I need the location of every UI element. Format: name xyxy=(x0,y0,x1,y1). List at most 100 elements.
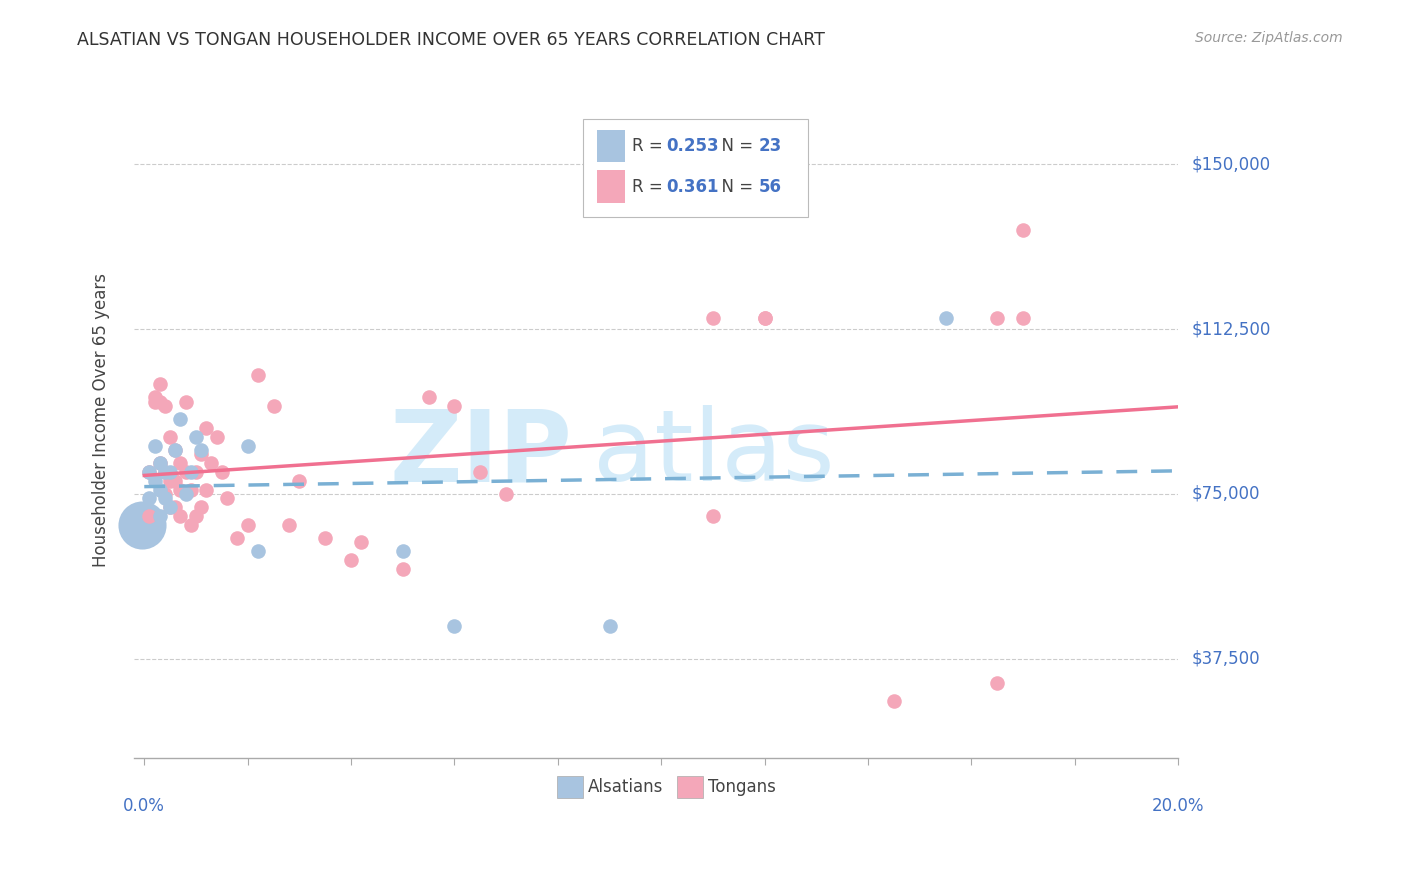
Point xyxy=(702,311,724,326)
Point xyxy=(165,474,187,488)
Point xyxy=(1012,311,1035,326)
Point xyxy=(190,500,212,515)
Point xyxy=(153,487,176,501)
Point xyxy=(247,368,270,383)
Text: 0.253: 0.253 xyxy=(666,137,718,155)
Point xyxy=(263,399,285,413)
Point xyxy=(236,439,259,453)
Point xyxy=(159,474,181,488)
Point xyxy=(986,311,1008,326)
Point xyxy=(143,474,166,488)
Point xyxy=(138,465,160,479)
Point xyxy=(149,394,172,409)
Text: ALSATIAN VS TONGAN HOUSEHOLDER INCOME OVER 65 YEARS CORRELATION CHART: ALSATIAN VS TONGAN HOUSEHOLDER INCOME OV… xyxy=(77,31,825,49)
Point xyxy=(443,619,465,633)
Point xyxy=(149,456,172,470)
Point xyxy=(138,465,160,479)
Point xyxy=(883,693,905,707)
Text: R =: R = xyxy=(633,137,668,155)
Point xyxy=(165,442,187,457)
Point xyxy=(143,439,166,453)
Point xyxy=(247,544,270,558)
Point xyxy=(443,399,465,413)
Point xyxy=(149,483,172,497)
Text: Alsatians: Alsatians xyxy=(588,779,664,797)
Text: Tongans: Tongans xyxy=(709,779,776,797)
Text: N =: N = xyxy=(711,137,759,155)
Point xyxy=(143,394,166,409)
Point xyxy=(153,465,176,479)
Y-axis label: Householder Income Over 65 years: Householder Income Over 65 years xyxy=(93,273,110,566)
Text: R =: R = xyxy=(633,178,668,195)
Point xyxy=(174,465,197,479)
Text: $112,500: $112,500 xyxy=(1192,320,1271,338)
Text: Source: ZipAtlas.com: Source: ZipAtlas.com xyxy=(1195,31,1343,45)
Point xyxy=(169,456,191,470)
Text: 0.0%: 0.0% xyxy=(124,797,166,814)
Point xyxy=(288,474,311,488)
Point xyxy=(149,456,172,470)
Point xyxy=(754,311,776,326)
Point xyxy=(165,442,187,457)
Point xyxy=(174,487,197,501)
Point xyxy=(314,531,336,545)
Bar xyxy=(557,776,583,798)
Point xyxy=(149,377,172,392)
Point xyxy=(169,412,191,426)
Text: N =: N = xyxy=(711,178,759,195)
Text: $150,000: $150,000 xyxy=(1192,155,1271,173)
FancyBboxPatch shape xyxy=(583,119,807,217)
Point xyxy=(159,430,181,444)
Point xyxy=(278,517,301,532)
Point xyxy=(159,500,181,515)
Point xyxy=(131,517,153,532)
Text: $37,500: $37,500 xyxy=(1192,649,1261,668)
Point xyxy=(200,456,222,470)
Point xyxy=(195,421,218,435)
Bar xyxy=(596,130,624,162)
Bar xyxy=(596,170,624,202)
Point xyxy=(190,442,212,457)
Point xyxy=(495,487,517,501)
Point xyxy=(205,430,228,444)
Point xyxy=(986,676,1008,690)
Point xyxy=(169,508,191,523)
Text: $75,000: $75,000 xyxy=(1192,485,1261,503)
Point xyxy=(391,544,413,558)
Point xyxy=(180,465,202,479)
Point xyxy=(184,430,207,444)
Point xyxy=(180,517,202,532)
Point xyxy=(138,491,160,506)
Text: ZIP: ZIP xyxy=(389,405,572,502)
Point xyxy=(143,390,166,404)
Point xyxy=(340,553,363,567)
Point xyxy=(184,465,207,479)
Point xyxy=(165,500,187,515)
Text: 23: 23 xyxy=(758,137,782,155)
Point xyxy=(599,619,621,633)
Point xyxy=(211,465,233,479)
Point xyxy=(470,465,492,479)
Text: 56: 56 xyxy=(758,178,782,195)
Point xyxy=(174,394,197,409)
Point xyxy=(195,483,218,497)
Point xyxy=(138,508,160,523)
Point xyxy=(180,483,202,497)
Point xyxy=(226,531,249,545)
Bar xyxy=(676,776,703,798)
Point xyxy=(153,465,176,479)
Point xyxy=(702,508,724,523)
Point xyxy=(236,517,259,532)
Point xyxy=(190,447,212,461)
Point xyxy=(215,491,238,506)
Point xyxy=(169,483,191,497)
Point xyxy=(1012,223,1035,237)
Point xyxy=(418,390,440,404)
Point xyxy=(184,508,207,523)
Point xyxy=(159,465,181,479)
Point xyxy=(935,311,957,326)
Point xyxy=(153,399,176,413)
Text: 20.0%: 20.0% xyxy=(1152,797,1205,814)
Text: atlas: atlas xyxy=(593,405,835,502)
Point xyxy=(391,562,413,576)
